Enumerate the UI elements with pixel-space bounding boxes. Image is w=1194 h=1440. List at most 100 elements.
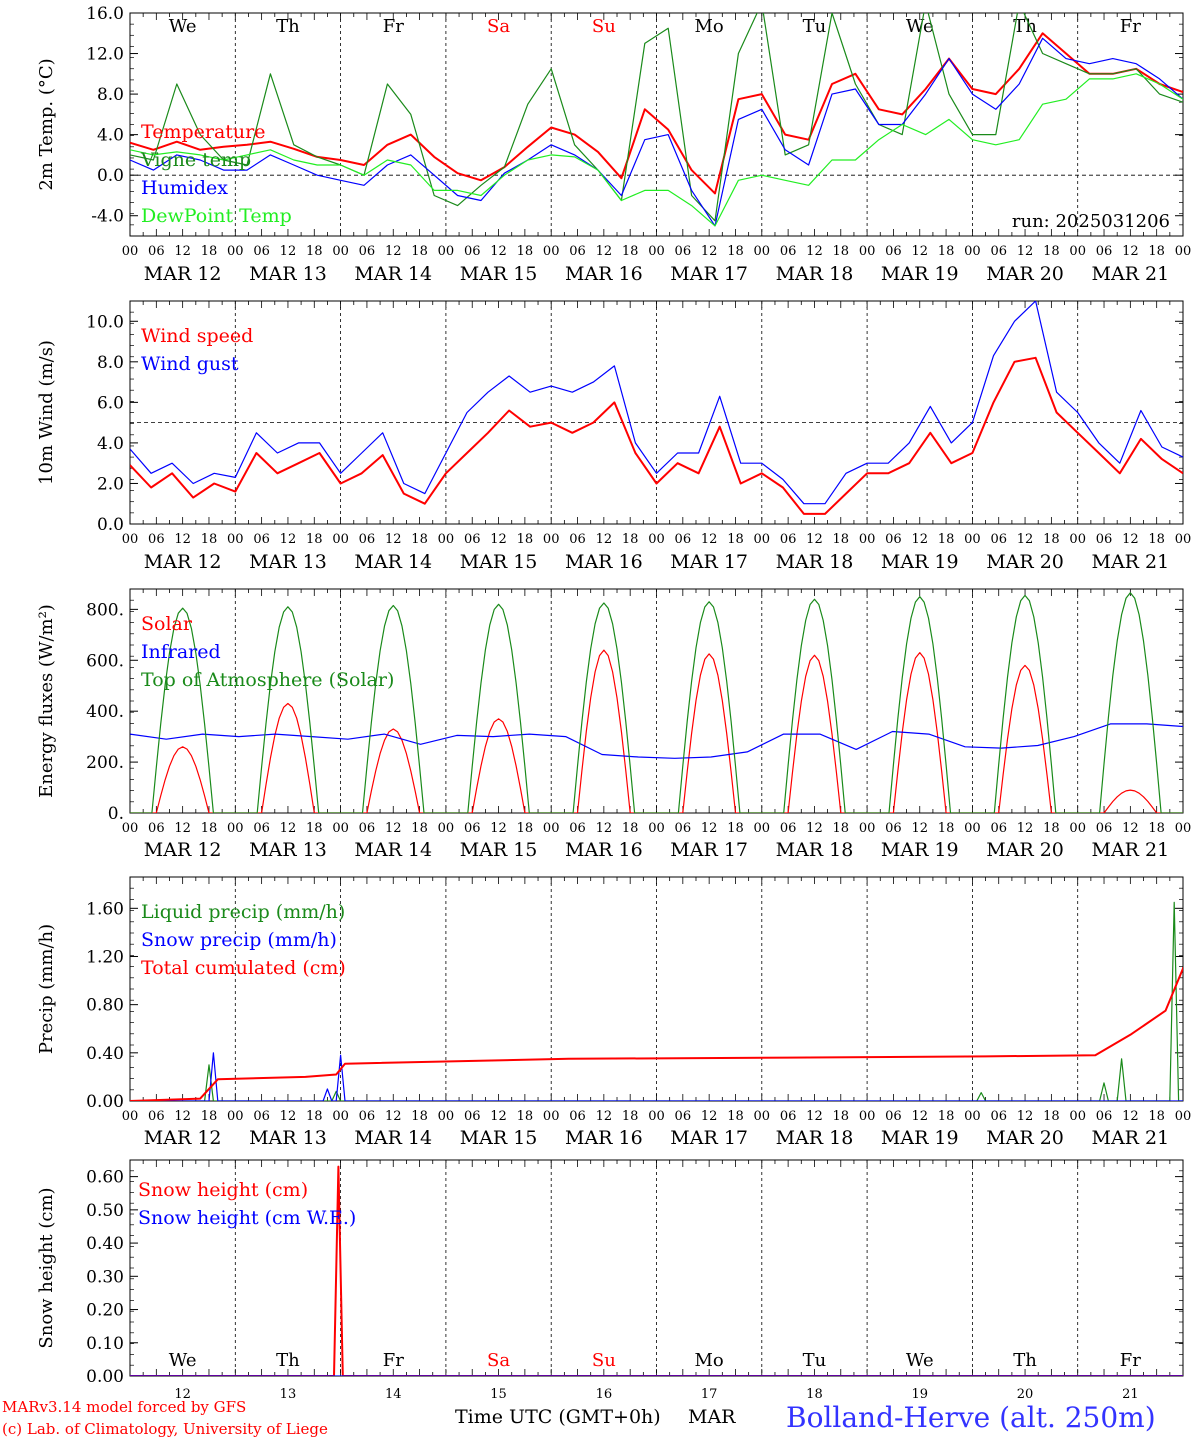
hour-tick-label: 06 (780, 244, 797, 259)
hour-tick-label: 18 (1148, 1109, 1165, 1124)
date-label: MAR 21 (1091, 839, 1169, 861)
hour-tick-label: 18 (517, 244, 534, 259)
hour-tick-label: 06 (780, 821, 797, 836)
y-tick-label: 8.0 (97, 85, 124, 105)
hour-tick-label: 12 (596, 244, 613, 259)
series-line-total-cumulated-cm- (130, 967, 1183, 1101)
legend-wind-gust: Wind gust (141, 353, 239, 375)
hour-tick-label: 12 (1017, 821, 1034, 836)
day-label: Fr (1120, 16, 1141, 37)
footer-model: MARv3.14 model forced by GFS (2, 1398, 246, 1416)
day-label: Tu (803, 16, 827, 37)
plot-frame (129, 12, 1184, 237)
date-label: MAR 18 (776, 263, 854, 285)
hour-tick-label: 12 (174, 821, 191, 836)
day-label: Th (276, 1350, 300, 1371)
hour-tick-label: 06 (359, 532, 376, 547)
hour-tick-label: 12 (806, 532, 823, 547)
hour-tick-label: 00 (964, 821, 981, 836)
y-tick-label: 16.0 (86, 4, 124, 24)
series-line-temperature (130, 32, 1183, 195)
hour-tick-label: 18 (622, 532, 639, 547)
hour-tick-label: 18 (1043, 244, 1060, 259)
panel-2: 800. 600. 400. 200. 0. Energy fluxes (W/m²) 00… (36, 588, 1192, 861)
legend-liquid-precip-mm-h-: Liquid precip (mm/h) (141, 901, 345, 923)
hour-tick-label: 00 (122, 532, 139, 547)
y-tick-label: 6.0 (97, 393, 124, 413)
location-title: Bolland-Herve (alt. 250m) (786, 1401, 1156, 1434)
date-label: MAR 15 (460, 263, 538, 285)
x-axis-label: Time UTC (GMT+0h) (455, 1406, 661, 1428)
day-number-label: 21 (1122, 1387, 1139, 1402)
hour-tick-label: 12 (701, 244, 718, 259)
date-label: MAR 21 (1091, 263, 1169, 285)
day-label: We (169, 16, 197, 37)
date-label: MAR 20 (986, 839, 1064, 861)
hour-tick-label: 18 (411, 532, 428, 547)
day-number-label: 12 (174, 1387, 191, 1402)
series-line-top-of-atmosphere-solar- (130, 592, 1183, 813)
date-label: MAR 13 (249, 1127, 327, 1149)
hour-tick-label: 12 (911, 244, 928, 259)
hour-tick-label: 00 (543, 532, 560, 547)
date-label: MAR 14 (354, 839, 432, 861)
hour-tick-label: 06 (464, 821, 481, 836)
hour-tick-label: 00 (648, 821, 665, 836)
hour-tick-label: 00 (543, 244, 560, 259)
y-tick-label: 4.0 (97, 126, 124, 146)
hour-tick-label: 00 (332, 1109, 349, 1124)
date-label: MAR 18 (776, 551, 854, 573)
series-group (130, 1165, 1183, 1376)
series-line-wind-gust (130, 301, 1183, 505)
day-label: Mo (695, 16, 724, 37)
hour-tick-label: 18 (727, 532, 744, 547)
day-label: Th (1013, 16, 1037, 37)
hour-tick-label: 12 (701, 821, 718, 836)
hour-tick-label: 00 (648, 1109, 665, 1124)
hour-tick-label: 06 (675, 532, 692, 547)
hour-tick-label: 00 (438, 1109, 455, 1124)
day-label: Fr (1120, 1350, 1141, 1371)
hour-tick-label: 06 (990, 532, 1007, 547)
hour-tick-label: 18 (727, 1109, 744, 1124)
hour-tick-label: 18 (1148, 821, 1165, 836)
hour-tick-label: 00 (1069, 532, 1086, 547)
legend-solar: Solar (141, 613, 193, 635)
date-label: MAR 21 (1091, 1127, 1169, 1149)
legend-humidex: Humidex (141, 177, 228, 199)
legend-infrared: Infrared (141, 641, 221, 663)
hour-tick-label: 00 (543, 821, 560, 836)
hour-tick-label: 18 (306, 1109, 323, 1124)
date-label: MAR 20 (986, 551, 1064, 573)
hour-tick-label: 12 (1017, 244, 1034, 259)
hour-tick-label: 12 (385, 821, 402, 836)
hour-tick-label: 12 (174, 1109, 191, 1124)
date-label: MAR 17 (670, 839, 748, 861)
day-number-label: 17 (701, 1387, 718, 1402)
hour-tick-label: 12 (1017, 1109, 1034, 1124)
y-tick-label: 600. (86, 651, 124, 671)
hour-tick-label: 06 (675, 244, 692, 259)
y-axis-label: 10m Wind (m/s) (36, 340, 57, 485)
legend-temperature: Temperature (141, 121, 265, 143)
panel-3: 1.60 1.20 0.80 0.40 0.00 Precip (mm/h) 00 06 12 1… (36, 876, 1191, 1149)
hour-tick-label: 12 (911, 532, 928, 547)
day-number-label: 15 (490, 1387, 507, 1402)
date-label: MAR 19 (881, 263, 959, 285)
y-tick-label: 2.0 (97, 474, 124, 494)
hour-tick-label: 00 (227, 532, 244, 547)
hour-tick-label: 12 (596, 821, 613, 836)
hour-tick-label: 00 (543, 1109, 560, 1124)
hour-tick-label: 00 (1175, 821, 1192, 836)
hour-tick-label: 18 (938, 1109, 955, 1124)
hour-tick-label: 06 (1096, 244, 1113, 259)
date-label: MAR 20 (986, 1127, 1064, 1149)
hour-tick-label: 12 (490, 244, 507, 259)
hour-tick-label: 12 (490, 1109, 507, 1124)
y-tick-label: -4.0 (91, 207, 124, 227)
hour-tick-label: 18 (1148, 532, 1165, 547)
hour-tick-label: 18 (201, 1109, 218, 1124)
y-tick-label: 0.00 (86, 1367, 124, 1387)
date-label: MAR 19 (881, 551, 959, 573)
